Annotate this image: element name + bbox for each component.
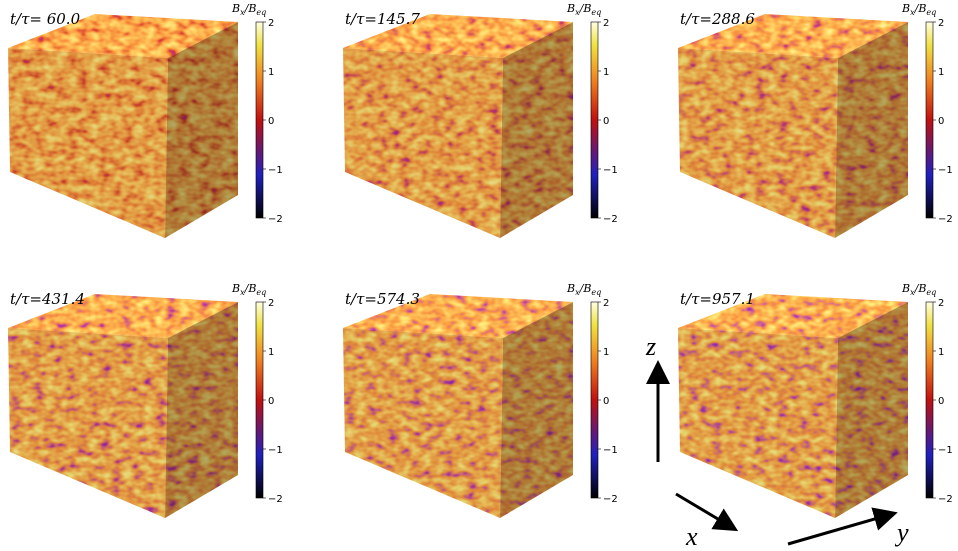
panels: t/τ= 60.0Bx/Beq210−1−2t/τ=145.7Bx/Beq210… <box>0 2 953 525</box>
label-text: /B <box>244 2 257 15</box>
colorbar-tick-label: 2 <box>938 18 944 29</box>
colorbar-tick-label: −1 <box>603 165 618 176</box>
colorbar-tick-label: 0 <box>268 396 274 407</box>
colorbar-tick-label: 1 <box>938 67 944 78</box>
colorbar-label: Bx/Beq <box>231 282 266 297</box>
label-text: B <box>566 282 575 295</box>
cube-left-shade <box>8 328 168 518</box>
colorbar-tick-label: 0 <box>938 116 944 127</box>
colorbar-tick-label: 2 <box>603 18 609 29</box>
label-subscript: eq <box>256 8 266 17</box>
colorbar-tick-label: −2 <box>603 214 618 225</box>
colorbar-label: Bx/Beq <box>231 2 266 17</box>
time-label: t/τ= 60.0 <box>10 10 81 28</box>
colorbar <box>256 302 263 498</box>
colorbar-label: Bx/Beq <box>566 282 601 297</box>
colorbar-tick-label: −1 <box>938 445 953 456</box>
label-subscript: eq <box>591 288 601 297</box>
label-text: B <box>901 2 910 15</box>
cube-right-shade <box>165 302 238 518</box>
colorbar-label: Bx/Beq <box>901 282 936 297</box>
label-text: B <box>231 282 240 295</box>
label-text: /B <box>579 2 592 15</box>
label-text: /B <box>914 2 927 15</box>
colorbar-tick-label: 0 <box>603 396 609 407</box>
colorbar-tick-label: −2 <box>603 494 618 505</box>
colorbar-tick-label: −1 <box>268 445 283 456</box>
cube-right-shade <box>165 22 238 238</box>
colorbar-tick-label: −2 <box>938 214 953 225</box>
cube-left-shade <box>343 48 503 238</box>
y-arrow <box>788 514 892 544</box>
colorbar-tick-label: 1 <box>603 67 609 78</box>
time-label: t/τ=957.1 <box>680 290 755 308</box>
colorbar-tick-label: 1 <box>603 347 609 358</box>
x-arrow <box>676 494 733 528</box>
colorbar-tick-label: −1 <box>603 445 618 456</box>
y-label: y <box>894 518 909 547</box>
cube-left-shade <box>8 48 168 238</box>
colorbar-tick-label: 0 <box>268 116 274 127</box>
colorbar-label: Bx/Beq <box>566 2 601 17</box>
cube-right-shade <box>835 22 908 238</box>
label-text: /B <box>579 282 592 295</box>
label-subscript: eq <box>926 8 936 17</box>
label-text: /B <box>914 282 927 295</box>
label-subscript: eq <box>591 8 601 17</box>
colorbar <box>591 22 598 218</box>
label-text: /B <box>244 282 257 295</box>
label-text: B <box>231 2 240 15</box>
cube-right-shade <box>835 302 908 518</box>
time-label: t/τ=145.7 <box>345 10 420 28</box>
colorbar-tick-label: −2 <box>268 214 283 225</box>
x-label: x <box>685 522 698 551</box>
colorbar <box>591 302 598 498</box>
label-text: B <box>566 2 575 15</box>
colorbar-tick-label: 0 <box>603 116 609 127</box>
cube-right-shade <box>500 302 573 518</box>
time-label: t/τ=288.6 <box>680 10 755 28</box>
cube-left-shade <box>343 328 503 518</box>
colorbar-tick-label: 1 <box>938 347 944 358</box>
colorbar-tick-label: 2 <box>268 298 274 309</box>
colorbar-tick-label: −2 <box>268 494 283 505</box>
colorbar-tick-label: 2 <box>938 298 944 309</box>
colorbar-tick-label: −1 <box>938 165 953 176</box>
time-label: t/τ=574.3 <box>345 290 420 308</box>
label-subscript: eq <box>926 288 936 297</box>
colorbar-tick-label: 2 <box>603 298 609 309</box>
cube-right-shade <box>500 22 573 238</box>
colorbar-label: Bx/Beq <box>901 2 936 17</box>
figure: t/τ= 60.0Bx/Beq210−1−2t/τ=145.7Bx/Beq210… <box>0 0 958 551</box>
colorbar <box>256 22 263 218</box>
label-subscript: eq <box>256 288 266 297</box>
colorbar <box>926 22 933 218</box>
z-label: z <box>645 332 656 361</box>
label-text: B <box>901 282 910 295</box>
colorbar-tick-label: 1 <box>268 67 274 78</box>
cube-left-shade <box>678 328 838 518</box>
colorbar-tick-label: 1 <box>268 347 274 358</box>
colorbar-tick-label: 2 <box>268 18 274 29</box>
colorbar <box>926 302 933 498</box>
colorbar-tick-label: −1 <box>268 165 283 176</box>
time-label: t/τ=431.4 <box>10 290 85 308</box>
cube-left-shade <box>678 48 838 238</box>
colorbar-tick-label: −2 <box>938 494 953 505</box>
colorbar-tick-label: 0 <box>938 396 944 407</box>
